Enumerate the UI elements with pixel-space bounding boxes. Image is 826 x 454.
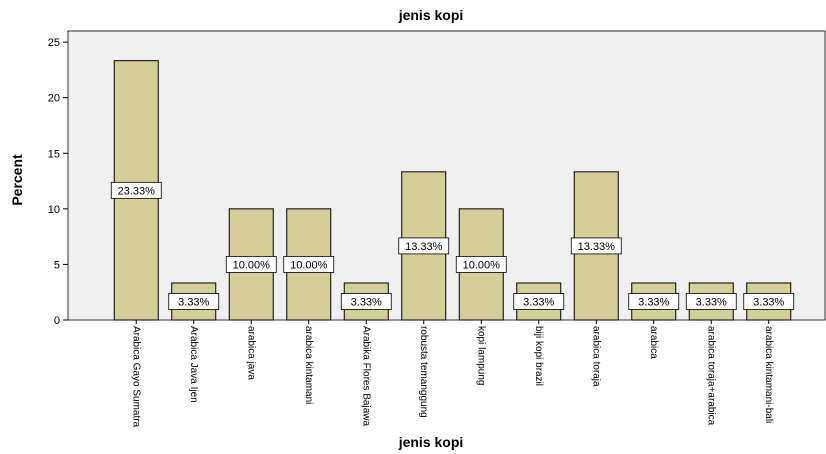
chart-title: jenis kopi <box>398 7 464 23</box>
value-label-box <box>685 293 737 310</box>
value-label: 3.33% <box>351 296 382 308</box>
value-label: 10.00% <box>233 259 271 271</box>
value-label-box <box>743 293 795 310</box>
x-tick-label: arabica toraja+arabica <box>705 326 716 426</box>
y-tick-label: 5 <box>54 259 60 271</box>
y-tick-label: 0 <box>54 315 60 327</box>
x-tick-label: arabica <box>648 326 659 359</box>
value-label-box <box>455 256 507 273</box>
value-label: 3.33% <box>638 296 669 308</box>
x-tick-label: Arabica Gayo Sumatra <box>130 326 141 428</box>
value-label-box <box>283 256 335 273</box>
value-label: 23.33% <box>118 185 156 197</box>
value-label-box <box>225 256 277 273</box>
value-label-box <box>570 237 622 255</box>
value-label-box <box>110 181 162 199</box>
x-tick-label: arabica kintamani-bali <box>763 326 774 423</box>
value-label: 3.33% <box>523 296 554 308</box>
value-label: 10.00% <box>463 259 501 271</box>
value-label: 13.33% <box>405 241 443 253</box>
x-tick-label: arabica java <box>245 326 256 380</box>
y-tick-label: 15 <box>48 148 60 160</box>
x-axis-title: jenis kopi <box>398 434 464 450</box>
value-label-box <box>513 293 565 310</box>
value-label: 10.00% <box>290 259 328 271</box>
y-tick-label: 10 <box>48 204 60 216</box>
y-axis-title: Percent <box>9 154 25 206</box>
y-tick-label: 20 <box>48 93 60 105</box>
x-tick-label: robusta temanggung <box>418 326 429 418</box>
x-tick-label: Arabica Java Ijen <box>188 326 199 403</box>
value-label-box <box>398 237 450 255</box>
value-label-box <box>168 293 220 310</box>
plot-area <box>67 30 826 321</box>
x-tick-label: Arabika Flores Bajawa <box>360 326 371 426</box>
x-tick-label: arabica toraja <box>590 326 601 387</box>
value-label: 3.33% <box>178 296 209 308</box>
value-label: 3.33% <box>696 296 727 308</box>
x-tick-label: biji kopi brazil <box>533 326 544 386</box>
value-label-box <box>340 293 392 310</box>
y-tick-label: 25 <box>48 37 60 49</box>
value-label: 3.33% <box>753 296 784 308</box>
value-label-box <box>628 293 680 310</box>
x-tick-label: kopi lampung <box>475 326 486 385</box>
x-tick-label: arabica kintamani <box>303 326 314 404</box>
value-label: 13.33% <box>578 241 616 253</box>
